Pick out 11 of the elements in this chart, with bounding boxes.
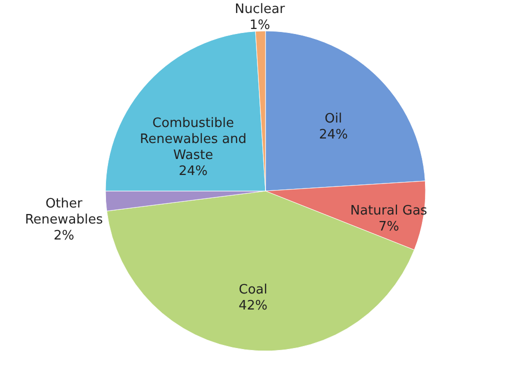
slice-label: Coal <box>238 282 268 298</box>
slice-label: Nuclear <box>234 2 286 18</box>
slice-label: Combustible Renewables and Waste <box>140 116 246 164</box>
data-label: 7% <box>378 220 400 235</box>
slice-label: Other Renewables <box>24 196 104 228</box>
data-label: 42% <box>238 298 268 314</box>
data-label: 1% <box>249 18 270 34</box>
data-label: 24% <box>318 128 348 143</box>
slice-label: Oil <box>324 112 342 127</box>
data-label: 24% <box>178 164 208 180</box>
data-label: 2% <box>54 228 74 244</box>
